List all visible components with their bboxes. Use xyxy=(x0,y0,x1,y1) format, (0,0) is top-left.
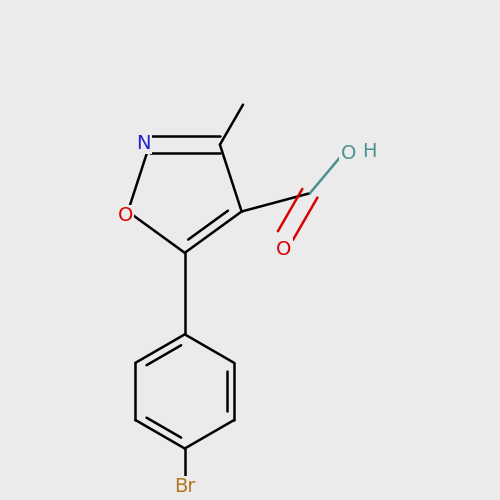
Text: N: N xyxy=(136,134,150,152)
Text: O: O xyxy=(340,144,356,163)
Text: O: O xyxy=(118,206,133,226)
Text: Br: Br xyxy=(174,477,196,496)
Text: H: H xyxy=(362,142,377,162)
Text: O: O xyxy=(276,240,291,258)
